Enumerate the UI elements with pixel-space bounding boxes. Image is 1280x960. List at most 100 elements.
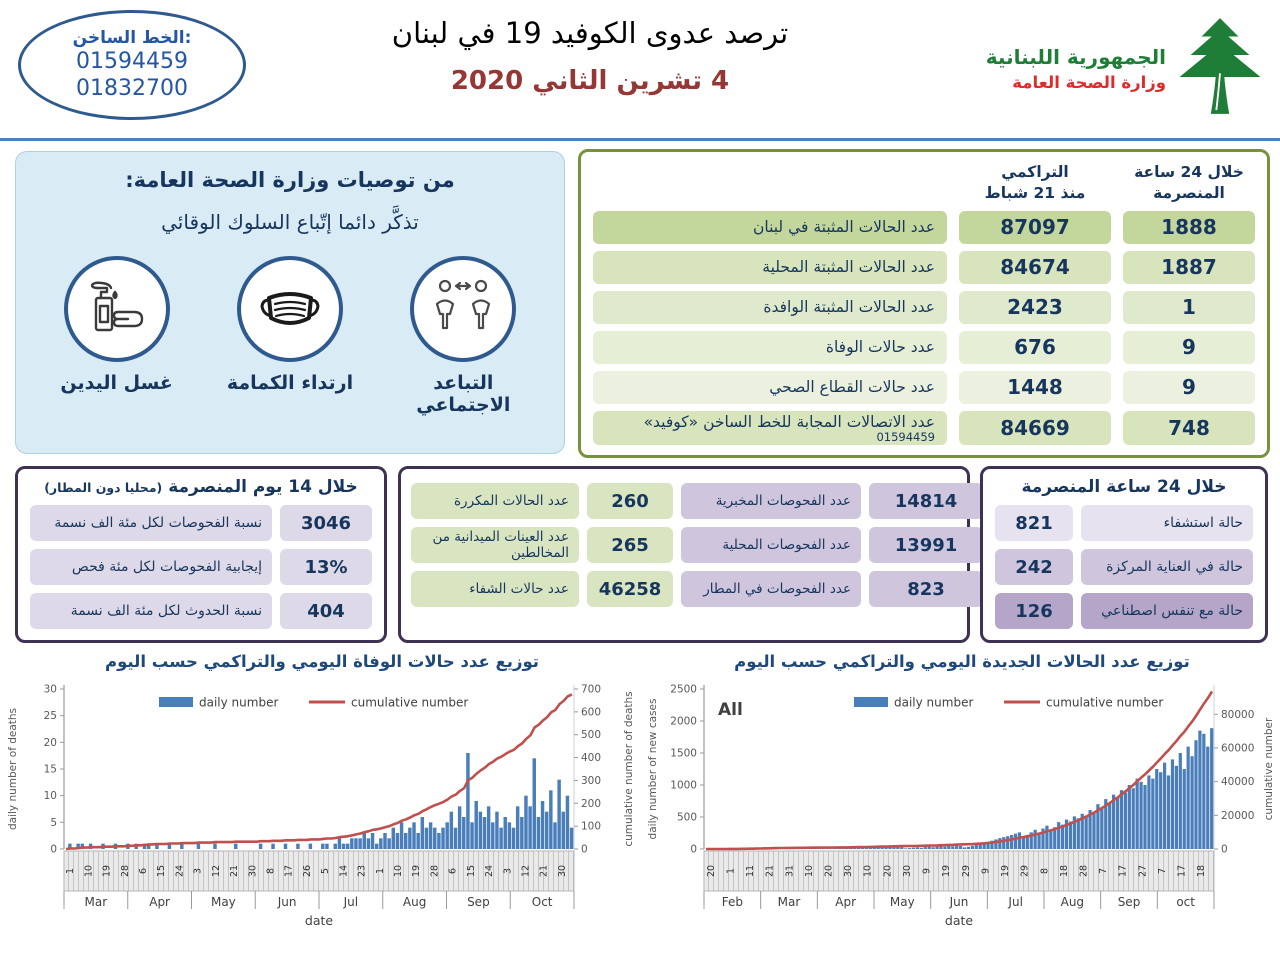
day-tick-label: 8 xyxy=(1039,868,1050,874)
day-tick-label: 20 xyxy=(824,865,835,877)
daily-bar xyxy=(935,846,939,849)
daily-bar xyxy=(1053,827,1057,849)
stat-row-label: عدد الحالات المثبتة في لبنان xyxy=(593,210,947,244)
month-label: Oct xyxy=(532,895,553,909)
daily-bar xyxy=(321,843,325,849)
daily-bar xyxy=(362,833,366,849)
recommendation-mask: ارتداء الكمامة xyxy=(210,256,370,416)
daily-bar xyxy=(1190,756,1194,849)
daily-bar xyxy=(900,847,904,849)
month-label: Jul xyxy=(1007,895,1022,909)
daily-bar xyxy=(908,848,912,849)
tests-green-label: عدد حالات الشفاء xyxy=(411,571,579,608)
rate-row-value: 3046 xyxy=(280,505,372,541)
daily-bar xyxy=(350,838,354,849)
daily-bar xyxy=(482,817,487,849)
tests-purple-label: عدد الفحوصات المحلية xyxy=(681,527,861,564)
daily-bar xyxy=(499,827,503,849)
left-tick-label: 25 xyxy=(44,710,57,722)
daily-bar xyxy=(955,845,959,849)
day-tick-label: 30 xyxy=(902,865,913,877)
day-tick-label: 17 xyxy=(284,865,295,877)
daily-bar xyxy=(931,847,935,849)
daily-bar xyxy=(532,758,536,849)
daily-bar xyxy=(841,848,845,849)
panel-tests: عدد الحالات المكررة 260 عدد الفحوصات المخب… xyxy=(398,466,983,643)
stat-cumulative-value: 84669 xyxy=(959,410,1111,445)
right-tick-label: 60000 xyxy=(1221,742,1254,754)
x-axis-title: date xyxy=(945,913,973,928)
day-tick-label: 27 xyxy=(1137,865,1148,877)
stat-row-label: عدد حالات القطاع الصحي xyxy=(593,370,947,404)
day-tick-label: 30 xyxy=(247,865,258,877)
daily-bar xyxy=(1021,837,1025,849)
daily-bar xyxy=(441,827,445,849)
day-tick-label: 10 xyxy=(393,865,404,877)
social-distance-icon xyxy=(410,256,517,362)
daily-bar xyxy=(1202,733,1206,849)
panel-24h-rows: 821 حالة استشفاء 242 حالة في العناية المركز… xyxy=(995,505,1253,629)
day-tick-label: 3 xyxy=(502,868,513,874)
daily-bar xyxy=(1123,792,1127,849)
legend-daily-swatch xyxy=(159,697,193,707)
stat-row-label: عدد الحالات المثبتة الوافدة xyxy=(593,290,947,324)
daily-bar xyxy=(904,848,908,849)
day-tick-label: 28 xyxy=(1079,865,1090,877)
day-tick-label: 15 xyxy=(466,865,477,877)
day-tick-label: 12 xyxy=(520,865,531,877)
tests-green-value: 46258 xyxy=(587,571,673,608)
daily-bar xyxy=(1013,833,1018,849)
day-tick-label: 20 xyxy=(882,865,893,877)
new-cases-chart-title: توزيع عدد الحالات الجديدة اليومي والتراك… xyxy=(734,652,1190,671)
spacer xyxy=(593,158,947,204)
daily-bar xyxy=(341,843,346,849)
left-tick-label: 500 xyxy=(677,812,697,824)
right-axis-title: cumulative number of deaths xyxy=(623,691,635,846)
daily-bar xyxy=(196,843,201,849)
day-tick-label: 17 xyxy=(1177,865,1188,877)
left-tick-label: 0 xyxy=(50,844,57,856)
daily-bar xyxy=(296,843,300,849)
month-label: Mar xyxy=(778,895,801,909)
daily-bar xyxy=(399,822,404,849)
daily-bar xyxy=(408,827,412,849)
day-tick-label: 6 xyxy=(138,868,149,874)
hospital-row-label: حالة مع تنفس اصطناعي xyxy=(1081,593,1253,629)
daily-bar xyxy=(1080,813,1084,849)
stat-cumulative-value: 84674 xyxy=(959,250,1111,284)
right-tick-label: 300 xyxy=(581,775,601,787)
daily-bars xyxy=(704,728,1214,849)
x-axis-title: date xyxy=(305,913,333,928)
daily-bar xyxy=(544,811,549,849)
recommendation-hand-wash: غسل اليدين xyxy=(37,256,197,416)
daily-bar xyxy=(998,838,1002,849)
stat-cumulative-value: 2423 xyxy=(959,290,1111,324)
daily-bar xyxy=(892,847,896,849)
daily-bar xyxy=(864,847,869,849)
legend-daily-label: daily number xyxy=(199,696,278,710)
daily-bar xyxy=(986,841,990,849)
daily-bar xyxy=(1143,785,1147,849)
day-tick-label: 8 xyxy=(265,868,276,874)
daily-bar xyxy=(1174,765,1178,849)
daily-bar xyxy=(1096,804,1100,849)
daily-bar xyxy=(884,846,888,849)
stat-24h-value: 748 xyxy=(1123,410,1255,445)
day-tick-label: 31 xyxy=(784,865,795,877)
panel-14-days-title-text: خلال 14 يوم المنصرمة xyxy=(162,477,358,497)
day-tick-label: 5 xyxy=(320,868,331,874)
hotline-number-2: 01832700 xyxy=(76,76,188,101)
main-stats-table: التراكمي منذ 21 شباط خلال 24 ساعة المنصر… xyxy=(578,149,1270,458)
daily-bar xyxy=(553,822,557,849)
daily-bar xyxy=(970,845,974,849)
daily-bar xyxy=(557,779,561,849)
daily-bar xyxy=(379,838,383,849)
daily-bar xyxy=(395,833,400,849)
daily-bar xyxy=(561,811,566,849)
daily-bar xyxy=(943,846,947,849)
daily-bar xyxy=(569,827,574,849)
daily-bar xyxy=(470,822,474,849)
stat-24h-value: 9 xyxy=(1123,330,1255,364)
day-tick-label: 15 xyxy=(156,865,167,877)
hospital-row-label: حالة استشفاء xyxy=(1081,505,1253,541)
